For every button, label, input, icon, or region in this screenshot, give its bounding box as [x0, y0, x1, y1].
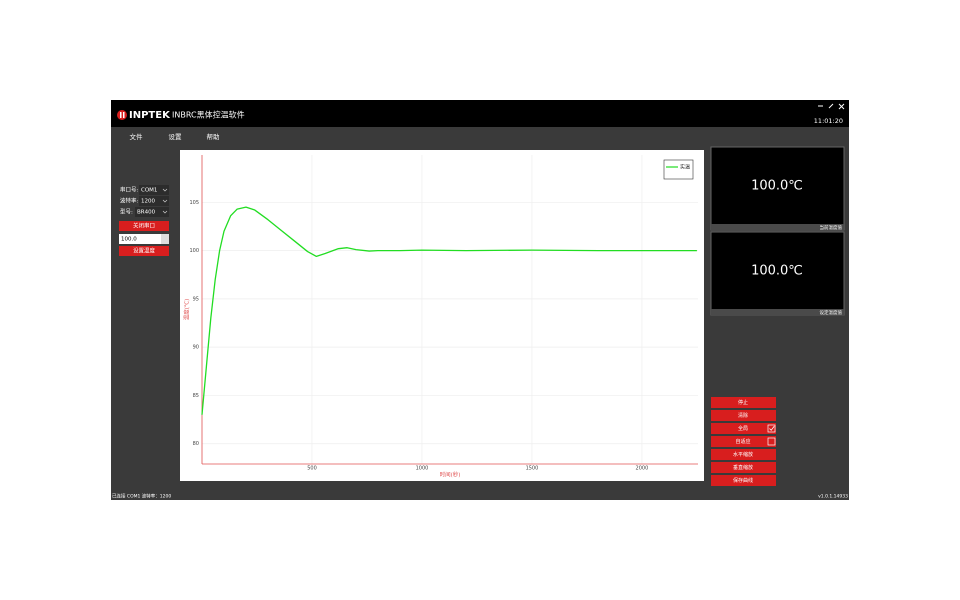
- checkbox[interactable]: [767, 424, 776, 433]
- control-label: 全局: [738, 425, 748, 432]
- display-footer: [711, 224, 844, 231]
- close-port-label: 关闭串口: [133, 222, 155, 230]
- control-label: 水平缩放: [733, 451, 753, 458]
- port-value: COM1: [141, 188, 157, 194]
- set-temp-button[interactable]: [119, 246, 169, 256]
- close-port-button[interactable]: [119, 221, 169, 231]
- legend-box: [663, 159, 694, 180]
- current-temp-display: [710, 146, 845, 231]
- window-controls[interactable]: [818, 103, 845, 110]
- clock: 11:01:20: [814, 117, 843, 125]
- current-temp: 100.0℃: [751, 179, 803, 194]
- logo: INPTEK: [129, 110, 171, 121]
- model-value: BR400: [137, 210, 156, 216]
- control-button[interactable]: [711, 397, 776, 408]
- menu-item[interactable]: 文件: [130, 132, 144, 141]
- setpoint-input[interactable]: [119, 234, 169, 244]
- y-tick-label: 100: [189, 248, 199, 254]
- y-tick-label: 90: [193, 345, 199, 351]
- y-tick-label: 105: [189, 200, 199, 206]
- x-axis-label: 时间(秒): [440, 471, 461, 479]
- status-text: 已连接 COM1 波特率：1200: [112, 493, 171, 500]
- control-label: 保存曲线: [733, 477, 753, 484]
- checkmark: [769, 426, 775, 431]
- app-title: INBRC黑体控温软件: [172, 110, 245, 120]
- y-tick-label: 80: [193, 441, 199, 447]
- port-label: 串口号:: [120, 187, 139, 194]
- set-temp-label: 设置温度: [133, 247, 156, 255]
- control-label: 垂直缩放: [733, 464, 753, 471]
- x-tick-label: 500: [307, 466, 317, 472]
- legend-label: 实温: [680, 164, 690, 171]
- baud-label: 波特率:: [120, 197, 139, 205]
- spin-buttons[interactable]: [161, 234, 169, 244]
- x-tick-label: 1000: [416, 466, 429, 472]
- version: v1.0.1.14933: [818, 494, 848, 500]
- x-tick-label: 2000: [636, 466, 649, 472]
- baud-value: 1200: [141, 199, 155, 205]
- y-tick-label: 95: [193, 296, 199, 302]
- menu-item[interactable]: 帮助: [207, 132, 221, 141]
- control-label: 停止: [738, 399, 748, 406]
- x-tick-label: 1500: [526, 466, 539, 472]
- model-label: 型号:: [120, 208, 133, 216]
- control-button[interactable]: [711, 436, 776, 447]
- control-button[interactable]: [711, 475, 776, 486]
- y-tick-label: 85: [193, 393, 199, 399]
- control-button[interactable]: [711, 449, 776, 460]
- temperature-line: [201, 206, 697, 415]
- checkbox[interactable]: [767, 437, 776, 446]
- menu-item[interactable]: 设置: [169, 132, 183, 141]
- title-bar: [111, 100, 849, 127]
- baud-select[interactable]: [139, 196, 169, 206]
- model-select[interactable]: [135, 207, 169, 217]
- current-temp-label: 当前温度值: [820, 224, 843, 231]
- control-button[interactable]: [711, 410, 776, 421]
- control-label: 清除: [738, 412, 748, 419]
- control-button[interactable]: [711, 423, 776, 434]
- y-axis-label: 温度(℃): [183, 299, 191, 320]
- chart-panel: [180, 150, 704, 481]
- control-button[interactable]: [711, 462, 776, 473]
- setpoint-value: 100.0: [121, 237, 137, 243]
- set-temp-label: 设定温度值: [820, 309, 843, 316]
- control-label: 自适应: [735, 438, 750, 445]
- logo-icon: [117, 110, 127, 120]
- set-temp: 100.0℃: [751, 264, 803, 279]
- display-footer: [711, 309, 844, 316]
- port-select[interactable]: [139, 185, 169, 195]
